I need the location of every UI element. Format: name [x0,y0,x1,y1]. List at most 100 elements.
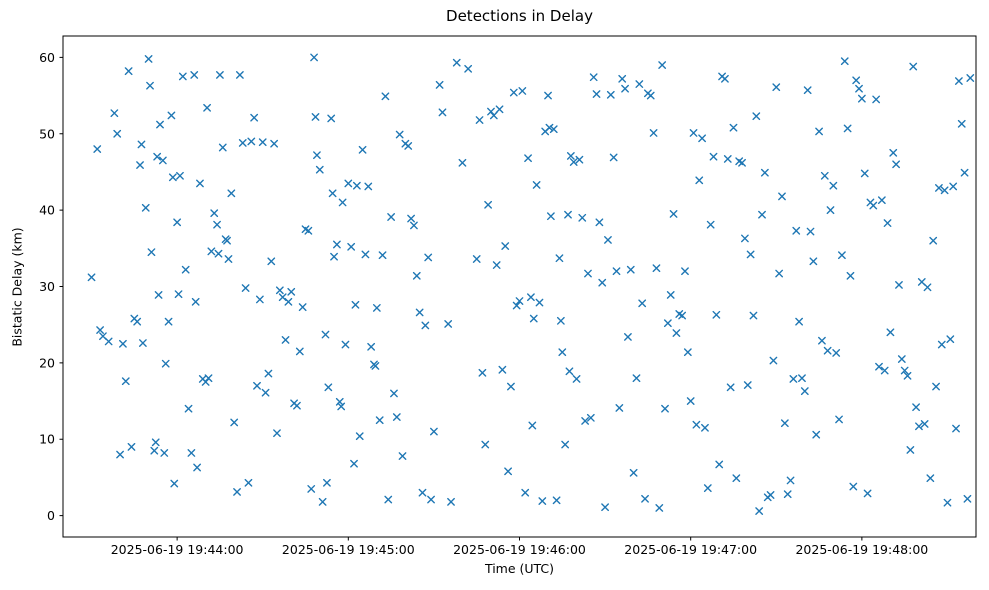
scatter-point [323,478,331,487]
scatter-point [372,303,381,312]
scatter-point [207,247,216,256]
scatter-point [167,111,176,120]
scatter-point [638,299,647,308]
scatter-point [815,127,823,136]
scatter-point [121,377,130,386]
scatter-point [224,255,233,263]
scatter-point [438,108,447,117]
scatter-point [652,264,661,273]
scatter-point [578,213,587,222]
scatter-point [778,192,786,201]
scatter-point [351,300,360,309]
scatter-point [655,504,664,512]
scatter-point [795,317,804,326]
scatter-point [556,316,565,325]
scatter-point [912,403,920,412]
scatter-point [726,383,735,392]
scatter-point [561,440,570,449]
scatter-point [532,181,541,189]
scatter-point [903,371,912,380]
scatter-point [258,138,267,147]
scatter-point [641,494,649,503]
scatter-point [946,335,955,344]
scatter-point [267,257,276,266]
scatter-point [595,218,604,227]
scatter-point [769,356,778,365]
scatter-point [330,252,338,261]
x-tick-label: 2025-06-19 19:46:00 [453,542,586,557]
scatter-point [798,374,806,383]
scatter-point [424,253,433,262]
scatter-point [328,189,337,198]
scatter-point [151,438,160,447]
scatter-points [87,53,975,515]
scatter-point [592,90,601,98]
scatter-point [546,212,555,221]
scatter-point [572,375,581,383]
scatter-point [398,452,407,460]
scatter-point [133,317,142,326]
scatter-point [877,196,886,205]
scatter-point [337,402,346,411]
scatter-point [341,340,350,349]
scatter-point [430,427,438,436]
scatter-point [721,74,729,83]
scatter-point [923,283,932,292]
scatter-point [210,209,219,218]
scatter-point [686,397,695,405]
scatter-point [509,88,518,97]
scatter-point [427,495,435,504]
scatter-point [760,168,769,177]
scatter-point [518,87,527,95]
scatter-point [458,158,467,167]
scatter-point [273,429,281,438]
scatter-point [367,342,376,351]
scatter-point [932,382,940,391]
scatter-point [489,111,498,120]
scatter-point [515,297,524,305]
scatter-point [387,213,396,221]
scatter-point [161,359,170,368]
scatter-point [812,430,821,439]
scatter-point [701,423,709,432]
scatter-point [507,382,515,391]
scatter-point [624,333,632,341]
scatter-point [601,503,609,512]
scatter-point [940,186,949,195]
scatter-point [755,507,764,515]
scatter-point [606,90,615,99]
scatter-point [806,227,815,236]
scatter-point [698,134,706,143]
scatter-point [835,415,843,424]
scatter-point [869,201,878,210]
scatter-point [264,369,273,378]
x-tick-label: 2025-06-19 19:44:00 [111,542,244,557]
scatter-point [313,151,321,160]
scatter-point [361,250,370,259]
scatter-point [527,293,535,302]
scatter-point [783,490,792,499]
scatter-point [327,114,336,123]
scatter-point [113,129,122,138]
scatter-point [512,301,521,310]
y-axis-label: Bistatic Delay (km) [9,227,25,347]
scatter-point [168,173,177,182]
scatter-point [706,220,715,229]
axes-frame [62,35,977,538]
scatter-point [749,311,758,320]
scatter-point [732,474,741,483]
scatter-point [472,255,481,263]
scatter-point [789,375,798,383]
x-tick-label: 2025-06-19 19:47:00 [624,542,757,557]
scatter-point [786,476,795,485]
scatter-point [415,308,424,317]
scatter-point [187,449,196,457]
scatter-point [766,491,775,499]
y-tick-label: 10 [39,432,55,447]
scatter-point [218,143,227,152]
scatter-point [176,171,184,180]
scatter-point [545,123,554,132]
scatter-point [663,319,672,328]
scatter-point [960,168,969,177]
scatter-point [501,242,510,250]
